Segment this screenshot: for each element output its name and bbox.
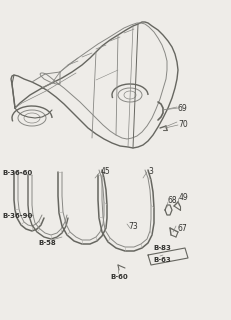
Text: 45: 45 [101,166,111,175]
Text: 73: 73 [128,221,138,230]
Text: B-83: B-83 [153,245,171,251]
Text: 70: 70 [178,119,188,129]
Text: 67: 67 [177,223,187,233]
Text: B-58: B-58 [38,240,56,246]
Text: 49: 49 [179,193,189,202]
Text: B-36-60: B-36-60 [2,170,32,176]
Text: 69: 69 [178,103,188,113]
Text: 3: 3 [148,166,153,175]
Text: B-60: B-60 [110,274,128,280]
Text: B-63: B-63 [153,257,171,263]
Text: 68: 68 [168,196,178,204]
Text: B-36-90: B-36-90 [2,213,32,219]
